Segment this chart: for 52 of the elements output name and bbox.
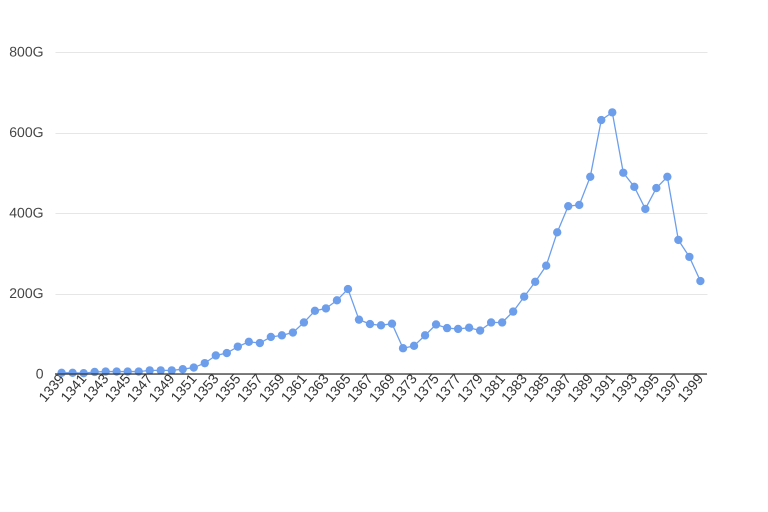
point [476,326,484,335]
point [332,296,342,305]
point [663,172,672,181]
point [508,307,518,316]
point [619,168,628,177]
point [553,228,562,236]
point [652,184,661,192]
point [520,292,528,301]
point [432,320,440,329]
point [641,204,650,214]
point [575,200,584,210]
point [630,182,638,192]
point [190,363,198,372]
point [608,108,616,117]
y-tick-label: 400G [9,204,44,220]
point [410,342,418,350]
point [597,116,606,124]
point [344,284,352,294]
point [564,202,572,210]
point [486,318,496,327]
point [388,320,396,328]
point [300,318,308,327]
point [442,324,452,332]
point [288,328,298,337]
point [376,321,386,330]
y-tick-label: 600G [9,124,44,140]
point [498,318,506,327]
y-tick-label: 800G [9,44,44,60]
point [366,320,374,328]
point [178,364,187,374]
point [212,351,220,360]
point [454,324,462,334]
point [222,348,231,358]
point [464,324,474,332]
point [200,358,209,368]
point [234,342,242,351]
point [322,304,330,313]
point [354,315,364,324]
point [310,306,320,315]
point [674,236,683,244]
point [256,338,264,348]
point [586,172,594,181]
y-tick-label: 200G [9,285,44,301]
point [278,331,286,340]
point [685,252,694,262]
point [244,338,254,346]
point [398,344,408,352]
point [266,332,276,342]
point [420,331,430,340]
point [696,276,705,286]
point [542,262,550,270]
point [531,278,540,286]
